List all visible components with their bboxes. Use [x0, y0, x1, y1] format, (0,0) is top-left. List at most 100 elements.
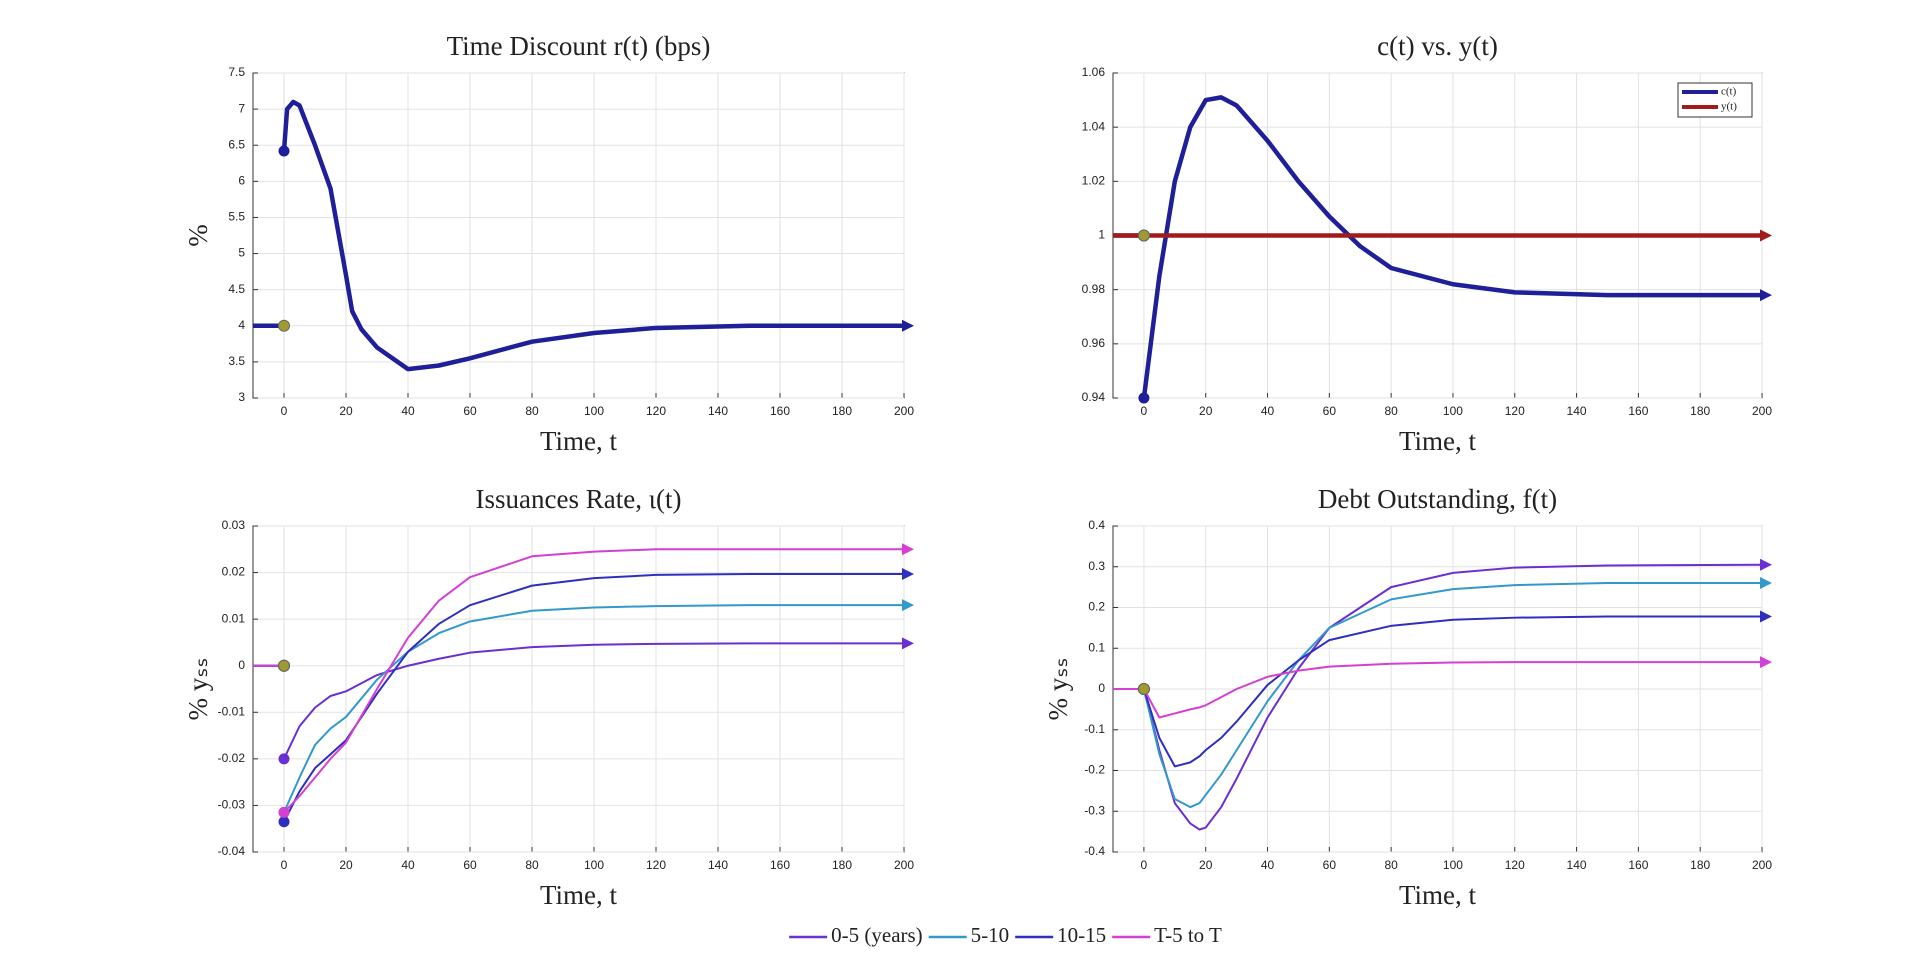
y-tick-label: -0.1	[1084, 722, 1105, 736]
x-tick-label: 0	[281, 404, 288, 418]
x-tick-label: 200	[1752, 858, 1772, 872]
initial-marker	[1138, 392, 1150, 404]
arrow-head	[902, 543, 914, 556]
legend-label: 0-5 (years)	[831, 923, 923, 947]
y-tick-label: 0.1	[1088, 640, 1105, 654]
x-tick-label: 120	[1505, 404, 1525, 418]
x-tick-label: 60	[463, 404, 477, 418]
legend-label: c(t)	[1721, 86, 1737, 98]
y-tick-label: -0.3	[1084, 803, 1105, 817]
series-line	[1142, 582, 1762, 809]
x-tick-label: 40	[1261, 404, 1275, 418]
y-tick-label: 0.98	[1082, 282, 1106, 296]
x-axis-label: Time, t	[1399, 426, 1477, 456]
series-line	[283, 604, 904, 813]
chart-title: Debt Outstanding, f(t)	[1318, 484, 1557, 514]
y-tick-label: 5	[238, 246, 245, 260]
arrow-head	[1760, 577, 1772, 590]
arrow-head	[1760, 610, 1772, 623]
x-tick-label: 20	[1199, 858, 1213, 872]
y-tick-label: 0.2	[1088, 600, 1105, 614]
x-tick-label: 0	[281, 858, 288, 872]
y-tick-label: 0	[1098, 681, 1105, 695]
steady-marker	[1137, 683, 1150, 695]
legend-label: T-5 to T	[1154, 923, 1222, 947]
x-tick-label: 60	[463, 858, 477, 872]
x-tick-label: 60	[1323, 858, 1337, 872]
x-tick-label: 40	[401, 404, 415, 418]
arrow-head	[902, 599, 914, 612]
y-tick-label: 1.02	[1082, 174, 1106, 188]
arrow-head	[1760, 229, 1772, 242]
steady-marker	[278, 659, 290, 672]
x-tick-label: 80	[1384, 858, 1398, 872]
x-tick-label: 140	[708, 404, 728, 418]
chart: 0 20 40 60 80 100 120 140 160 180 200 -0.4 -0.3 -0.2 -…	[1043, 484, 1772, 910]
series-line	[283, 572, 904, 823]
plot-area	[252, 72, 905, 399]
y-tick-label: -0.01	[218, 704, 246, 718]
x-tick-label: 0	[1141, 858, 1148, 872]
y-tick-label: 0	[238, 658, 245, 672]
x-tick-label: 160	[1628, 404, 1648, 418]
arrow-head	[1760, 656, 1772, 669]
series-line	[1142, 615, 1762, 768]
series-line	[1143, 661, 1762, 719]
x-tick-label: 200	[894, 404, 914, 418]
x-tick-label: 180	[1690, 858, 1710, 872]
x-tick-label: 160	[1628, 858, 1648, 872]
x-tick-label: 80	[1384, 404, 1398, 418]
chart-title: Issuances Rate, ι(t)	[476, 484, 682, 514]
x-tick-label: 20	[1199, 404, 1213, 418]
chart: 0 20 40 60 80 100 120 140 160 180 200 0.94 0.96 0.98 1…	[1082, 31, 1773, 456]
y-tick-label: 1.04	[1082, 119, 1106, 133]
arrow-head	[1760, 289, 1772, 302]
initial-marker	[278, 753, 290, 765]
x-tick-label: 180	[832, 404, 852, 418]
steady-marker	[278, 319, 290, 332]
x-tick-label: 20	[339, 858, 353, 872]
arrow-head	[902, 319, 914, 332]
x-tick-label: 100	[584, 858, 604, 872]
x-tick-label: 100	[584, 404, 604, 418]
legend: 0-5 (years) 5-10 10-15 T-5 to T	[789, 923, 1222, 947]
arrow-head	[1760, 558, 1772, 571]
y-tick-label: 7	[238, 101, 245, 115]
legend-label: 5-10	[971, 923, 1010, 947]
initial-marker	[278, 816, 290, 828]
x-tick-label: 200	[894, 858, 914, 872]
y-tick-label: 5.5	[228, 210, 245, 224]
y-tick-label: 0.02	[222, 565, 246, 579]
arrow-head	[902, 567, 914, 580]
y-axis-label: % yₛₛ	[1043, 658, 1073, 721]
steady-marker	[1137, 229, 1150, 242]
y-tick-label: 6	[238, 174, 245, 188]
chart: 0 20 40 60 80 100 120 140 160 180 200-0.04-0.03-0.…	[183, 484, 1222, 947]
chart: 0 20 40 60 80 100 120 140 160 180 200 3 3.5 4 4.5 5 5.5 6…	[183, 31, 914, 456]
x-tick-label: 80	[525, 858, 539, 872]
y-tick-label: 7.5	[228, 65, 245, 79]
y-tick-label: 0.94	[1082, 390, 1106, 404]
x-tick-label: 180	[1690, 404, 1710, 418]
y-tick-label: -0.03	[218, 798, 246, 812]
x-tick-label: 140	[1567, 404, 1587, 418]
legend-label: 10-15	[1057, 923, 1106, 947]
x-tick-label: 80	[525, 404, 539, 418]
y-tick-label: 0.96	[1082, 336, 1106, 350]
x-tick-label: 120	[646, 404, 666, 418]
y-tick-label: 1	[1098, 228, 1105, 242]
x-axis-label: Time, t	[540, 426, 618, 456]
y-tick-label: 0.3	[1088, 559, 1105, 573]
x-tick-label: 120	[646, 858, 666, 872]
x-tick-label: 120	[1505, 858, 1525, 872]
y-tick-label: 3.5	[228, 354, 245, 368]
y-tick-label: 4.5	[228, 282, 245, 296]
x-tick-label: 60	[1323, 404, 1337, 418]
legend-box	[1677, 82, 1753, 118]
x-tick-label: 180	[832, 858, 852, 872]
series-line	[283, 548, 904, 814]
y-axis-label: %	[183, 224, 213, 247]
x-axis-label: Time, t	[540, 880, 618, 910]
legend-label: y(t)	[1721, 101, 1737, 113]
